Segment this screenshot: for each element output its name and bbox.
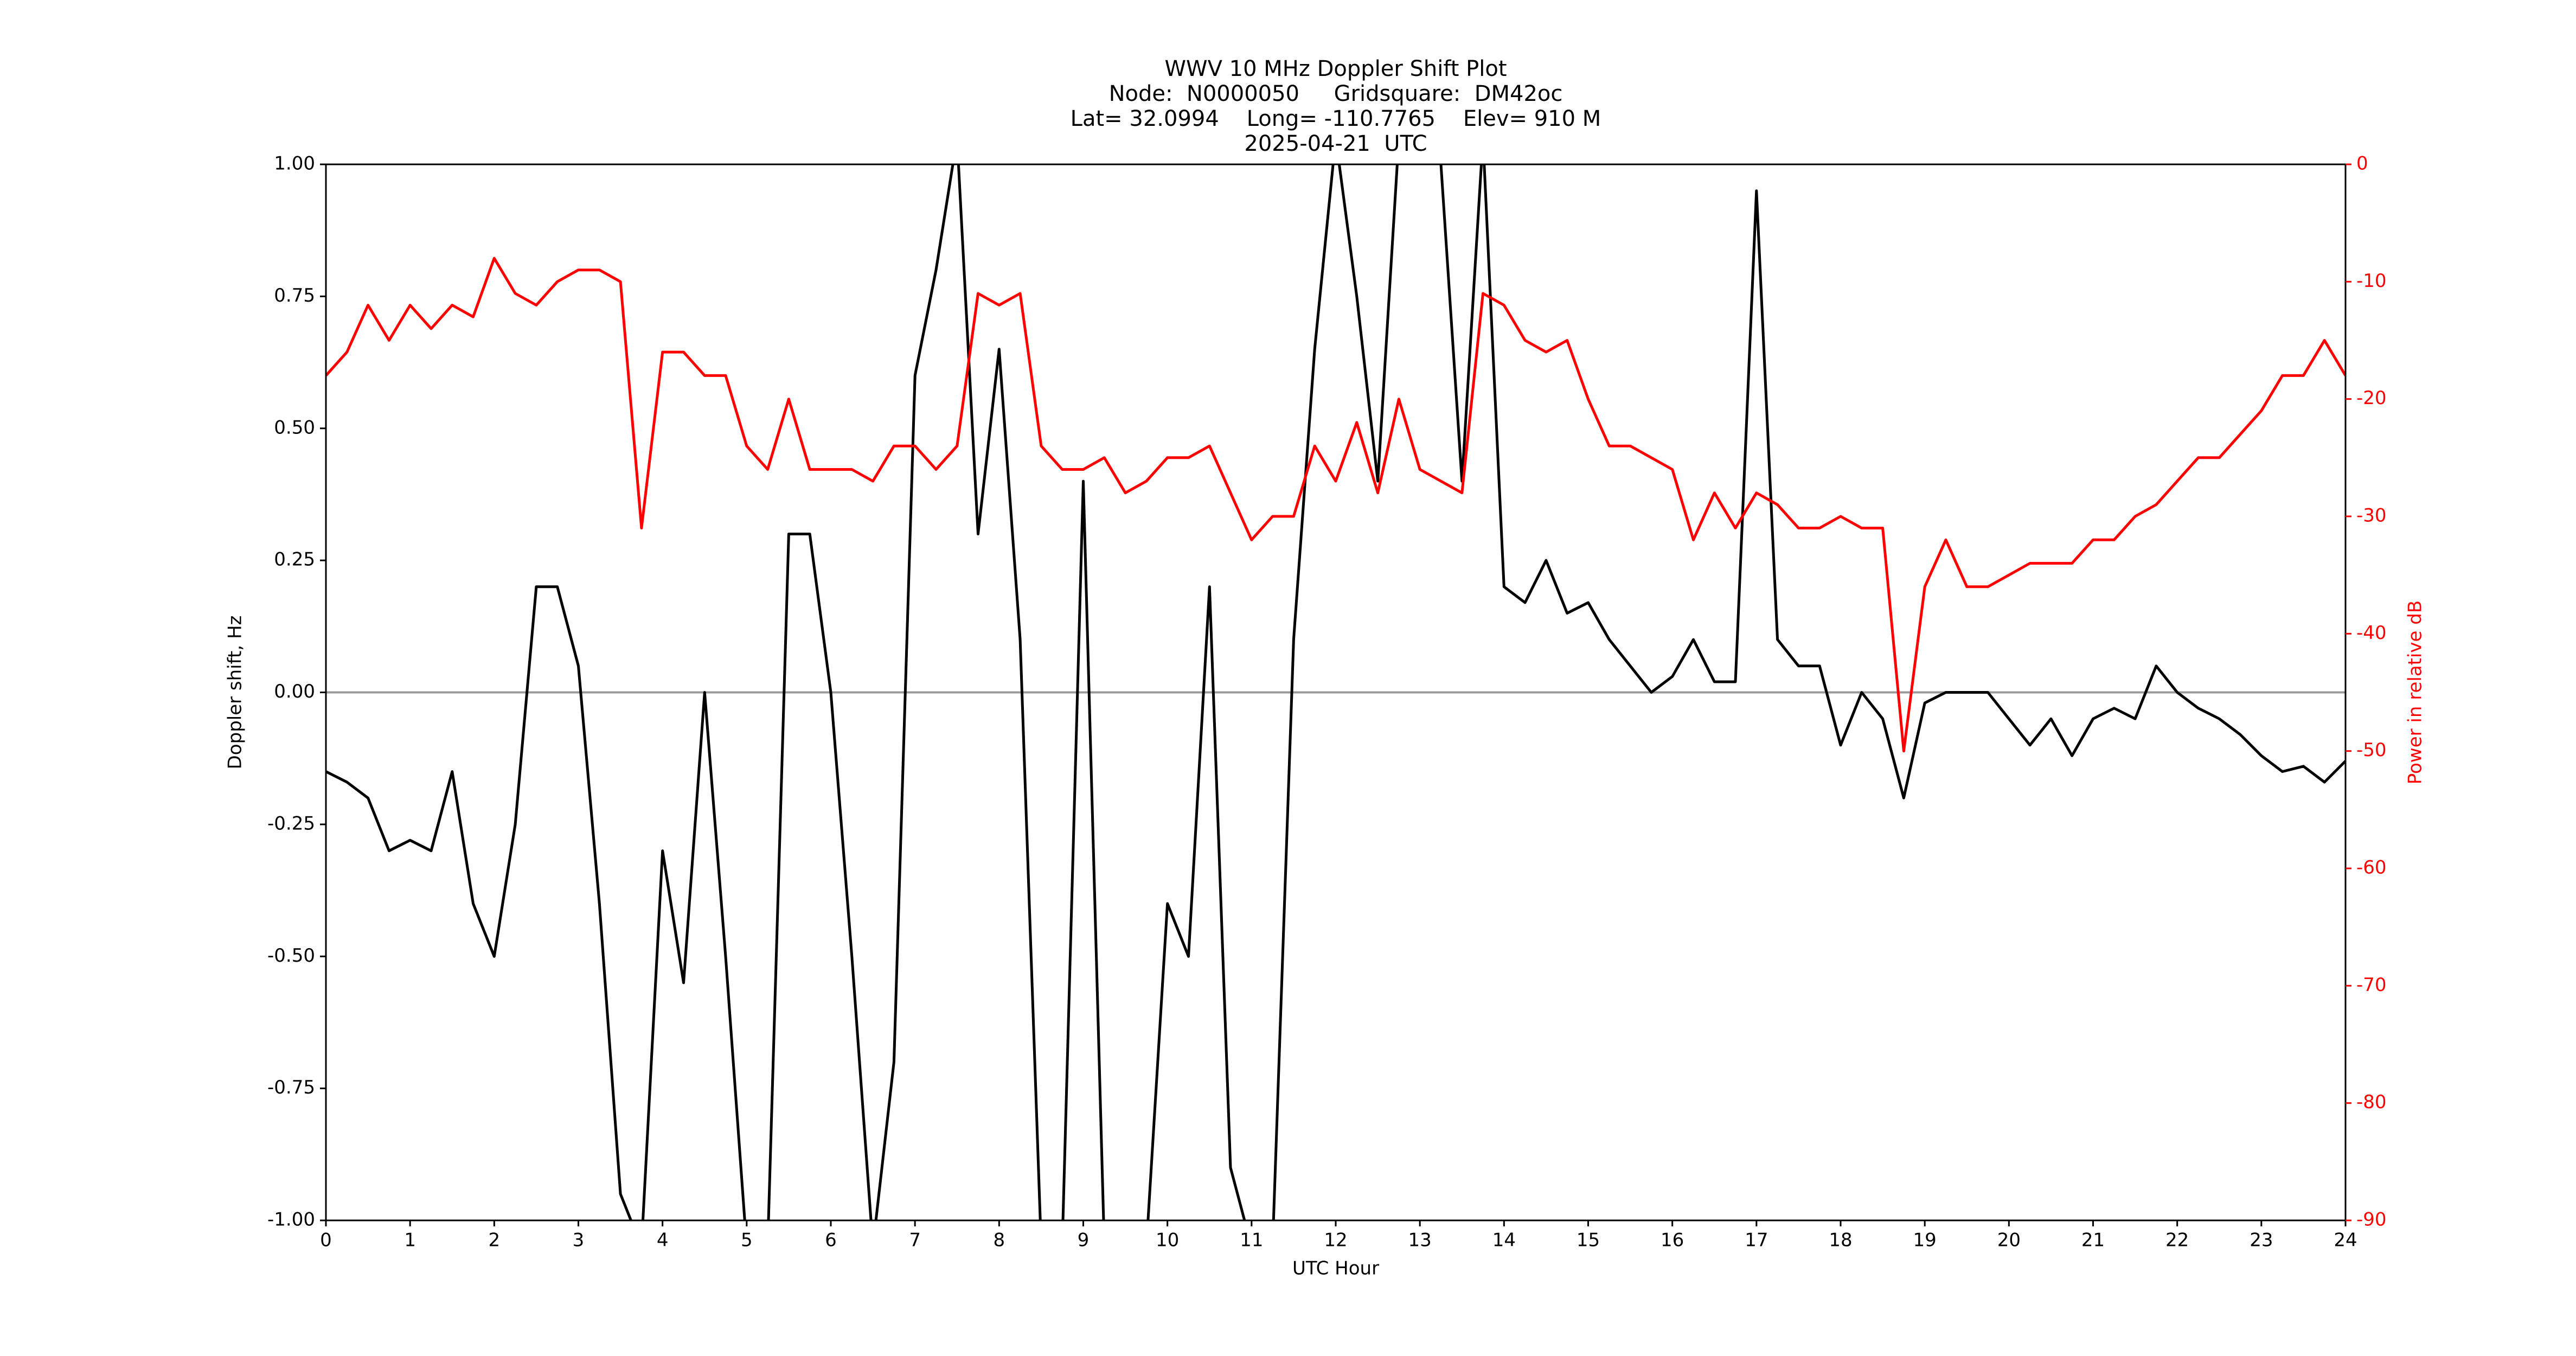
x-tick-label: 14 xyxy=(1492,1230,1516,1251)
x-tick-label: 15 xyxy=(1577,1230,1600,1251)
y2-tick-label: -70 xyxy=(2356,974,2387,996)
y-tick-label: 0.25 xyxy=(274,549,315,571)
x-tick-label: 5 xyxy=(741,1230,753,1251)
x-tick-label: 8 xyxy=(994,1230,1005,1251)
x-tick-label: 20 xyxy=(1997,1230,2021,1251)
x-tick-label: 3 xyxy=(573,1230,585,1251)
y-tick-label: 0.50 xyxy=(274,417,315,438)
chart-title: WWV 10 MHz Doppler Shift Plot xyxy=(1164,56,1507,81)
x-tick-label: 16 xyxy=(1661,1230,1684,1251)
x-axis-label: UTC Hour xyxy=(1292,1258,1379,1280)
y-axis-label: Doppler shift, Hz xyxy=(225,616,246,770)
x-tick-label: 2 xyxy=(489,1230,501,1251)
x-tick-label: 23 xyxy=(2250,1230,2273,1251)
y-tick-label: -0.50 xyxy=(267,945,315,967)
chart-title: Node: N0000050 Gridsquare: DM42oc xyxy=(1109,81,1563,106)
data-line xyxy=(326,164,2346,1220)
y2-tick-label: -90 xyxy=(2356,1209,2387,1231)
x-tick-label: 1 xyxy=(404,1230,416,1251)
y2-tick-label: -20 xyxy=(2356,387,2387,409)
x-tick-label: 17 xyxy=(1745,1230,1768,1251)
y2-tick-label: -80 xyxy=(2356,1091,2387,1113)
y2-tick-label: -10 xyxy=(2356,270,2387,292)
y-tick-label: 0.75 xyxy=(274,285,315,306)
chart-title: 2025-04-21 UTC xyxy=(1244,131,1427,156)
y-tick-label: -0.25 xyxy=(267,813,315,834)
y-tick-label: -0.75 xyxy=(267,1077,315,1098)
y-tick-label: -1.00 xyxy=(267,1209,315,1231)
x-tick-label: 18 xyxy=(1829,1230,1852,1251)
x-tick-label: 11 xyxy=(1240,1230,1263,1251)
x-tick-label: 24 xyxy=(2334,1230,2357,1251)
y2-tick-label: 0 xyxy=(2356,153,2368,175)
y2-tick-label: -30 xyxy=(2356,505,2387,527)
x-tick-label: 21 xyxy=(2081,1230,2105,1251)
x-tick-label: 22 xyxy=(2165,1230,2189,1251)
y2-axis-label: Power in relative dB xyxy=(2405,600,2426,784)
x-tick-label: 0 xyxy=(320,1230,332,1251)
y2-tick-label: -50 xyxy=(2356,739,2387,761)
x-tick-label: 9 xyxy=(1078,1230,1090,1251)
x-tick-label: 13 xyxy=(1408,1230,1432,1251)
x-tick-label: 12 xyxy=(1324,1230,1347,1251)
x-tick-label: 10 xyxy=(1156,1230,1179,1251)
x-tick-label: 6 xyxy=(825,1230,837,1251)
x-tick-label: 19 xyxy=(1913,1230,1937,1251)
chart-title: Lat= 32.0994 Long= -110.7765 Elev= 910 M xyxy=(1071,106,1601,131)
y-tick-label: 0.00 xyxy=(274,681,315,702)
x-tick-label: 4 xyxy=(657,1230,669,1251)
data-line xyxy=(326,257,2346,753)
x-tick-label: 7 xyxy=(909,1230,921,1251)
y2-tick-label: -60 xyxy=(2356,857,2387,879)
y2-tick-label: -40 xyxy=(2356,622,2387,644)
y-tick-label: 1.00 xyxy=(274,153,315,175)
